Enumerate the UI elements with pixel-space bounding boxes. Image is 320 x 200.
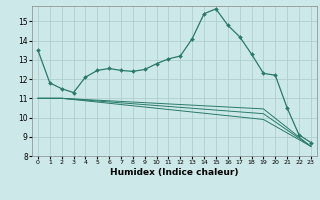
X-axis label: Humidex (Indice chaleur): Humidex (Indice chaleur) (110, 168, 239, 177)
